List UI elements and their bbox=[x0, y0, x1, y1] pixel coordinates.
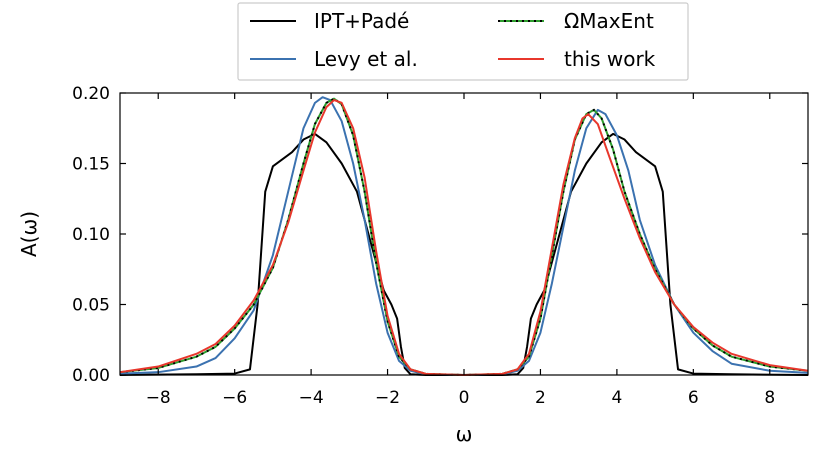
y-axis-title: A(ω) bbox=[17, 211, 41, 257]
y-tick-label: 0.00 bbox=[72, 366, 110, 386]
x-axis-title: ω bbox=[456, 422, 473, 446]
legend-label-levy: Levy et al. bbox=[314, 47, 418, 71]
legend-label-ipt-pade: IPT+Padé bbox=[314, 9, 409, 33]
legend-box bbox=[237, 2, 689, 81]
series-line-omaxent-dots bbox=[119, 97, 809, 377]
series-line-omaxent bbox=[119, 97, 809, 376]
axes-frame bbox=[119, 92, 809, 376]
y-axis: 0.00 0.05 0.10 0.15 0.20 bbox=[72, 84, 808, 386]
x-axis: −8 −6 −4 −2 0 2 4 6 8 bbox=[146, 93, 775, 408]
x-tick-label: −2 bbox=[375, 388, 400, 408]
legend: IPT+Padé Levy et al. ΩMaxEnt this work bbox=[237, 2, 689, 81]
x-tick-label: 2 bbox=[535, 388, 546, 408]
x-tick-label: 8 bbox=[764, 388, 775, 408]
legend-label-omaxent: ΩMaxEnt bbox=[564, 9, 654, 33]
x-tick-label: 6 bbox=[688, 388, 699, 408]
y-tick-label: 0.20 bbox=[72, 84, 110, 104]
series-line-this-work bbox=[119, 99, 809, 376]
series-line-levy-et-al bbox=[119, 96, 809, 376]
x-tick-label: −6 bbox=[222, 388, 247, 408]
plot-area bbox=[119, 96, 809, 377]
y-tick-label: 0.05 bbox=[72, 296, 110, 316]
x-tick-label: 4 bbox=[611, 388, 622, 408]
x-tick-label: −8 bbox=[146, 388, 171, 408]
y-tick-label: 0.15 bbox=[72, 155, 110, 175]
x-tick-label: −4 bbox=[299, 388, 324, 408]
x-tick-label: 0 bbox=[459, 388, 470, 408]
legend-label-this-work: this work bbox=[564, 47, 656, 71]
y-tick-label: 0.10 bbox=[72, 225, 110, 245]
